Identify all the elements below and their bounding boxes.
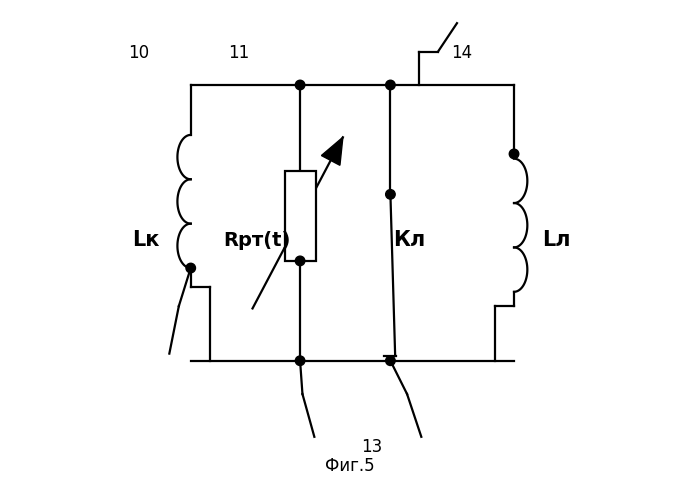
Circle shape [186, 264, 195, 273]
Polygon shape [321, 138, 343, 166]
Text: 11: 11 [228, 44, 249, 61]
Text: 14: 14 [452, 44, 472, 61]
Text: 10: 10 [128, 44, 149, 61]
Circle shape [295, 356, 304, 366]
Text: Rрт(t): Rрт(t) [223, 230, 291, 250]
Circle shape [386, 356, 396, 366]
Circle shape [510, 150, 519, 159]
Text: Фиг.5: Фиг.5 [326, 456, 374, 474]
Text: Lк: Lк [132, 230, 159, 250]
Text: Lл: Lл [542, 230, 571, 250]
Circle shape [295, 81, 304, 91]
Circle shape [386, 81, 396, 91]
Bar [285, 171, 316, 261]
Text: Кл: Кл [393, 230, 426, 250]
Circle shape [386, 190, 396, 200]
Text: 13: 13 [360, 437, 382, 456]
Circle shape [295, 257, 304, 266]
